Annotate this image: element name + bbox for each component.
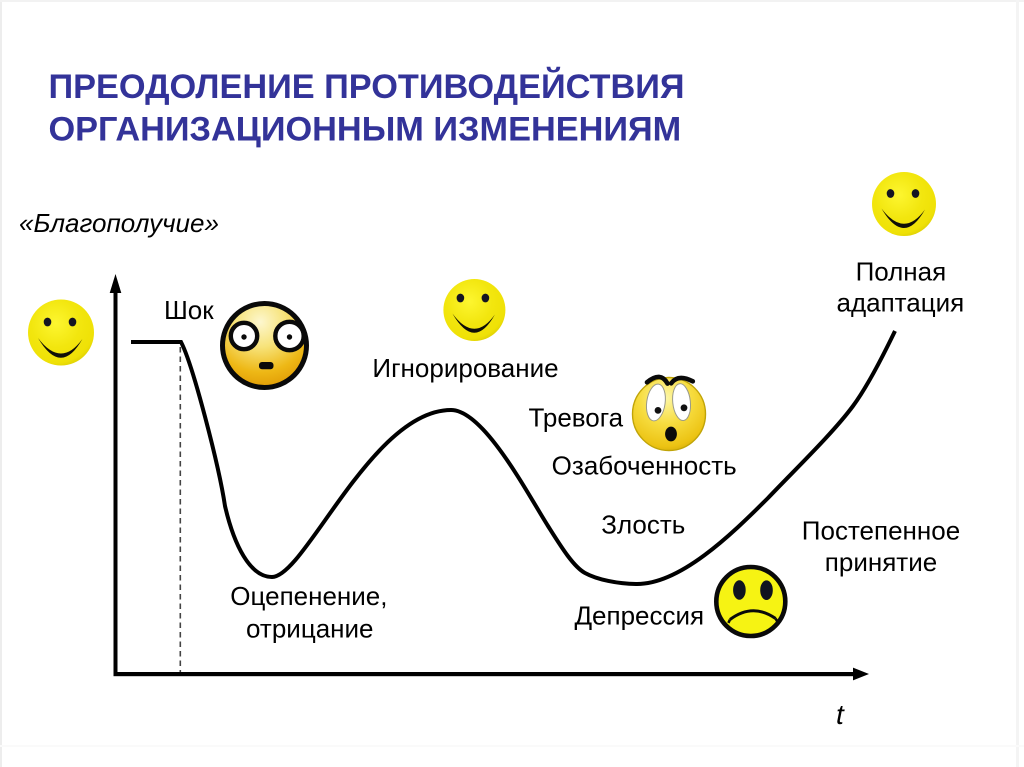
svg-text:ПРЕОДОЛЕНИЕ ПРОТИВОДЕЙСТВИЯ: ПРЕОДОЛЕНИЕ ПРОТИВОДЕЙСТВИЯ: [49, 66, 685, 106]
svg-text:Игнорирование: Игнорирование: [372, 353, 558, 383]
svg-text:принятие: принятие: [825, 547, 937, 577]
svg-text:ОРГАНИЗАЦИОННЫМ ИЗМЕНЕНИЯМ: ОРГАНИЗАЦИОННЫМ ИЗМЕНЕНИЯМ: [49, 111, 682, 149]
svg-text:Озабоченность: Озабоченность: [552, 451, 737, 481]
svg-text:Шок: Шок: [164, 295, 214, 325]
svg-text:Злость: Злость: [601, 509, 685, 539]
svg-text:Оцепенение,: Оцепенение,: [230, 581, 387, 611]
svg-text:t: t: [836, 699, 845, 730]
svg-text:отрицание: отрицание: [246, 613, 373, 643]
svg-text:адаптация: адаптация: [837, 288, 965, 318]
svg-text:«Благополучие»: «Благополучие»: [19, 208, 219, 238]
svg-text:Депрессия: Депрессия: [574, 601, 704, 631]
svg-text:Постепенное: Постепенное: [802, 516, 960, 546]
svg-text:Полная: Полная: [856, 257, 947, 287]
svg-text:Тревога: Тревога: [528, 403, 623, 433]
